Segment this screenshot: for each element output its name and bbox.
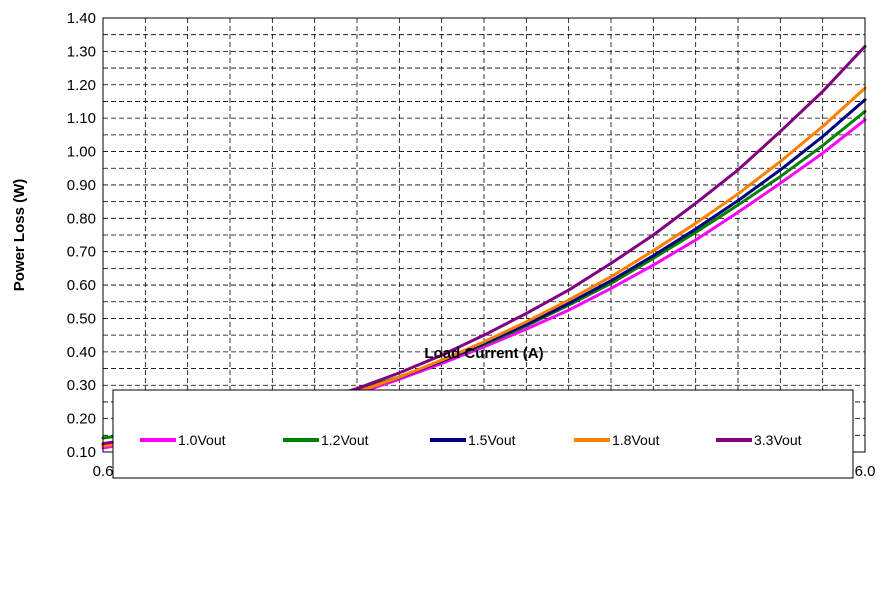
y-tick-label: 1.40: [67, 10, 96, 27]
x-tick-label: 0.6: [93, 463, 114, 480]
y-tick-label: 0.70: [67, 244, 96, 261]
legend-label: 3.3Vout: [754, 432, 802, 448]
y-tick-label: 0.20: [67, 411, 96, 428]
y-tick-label: 0.30: [67, 377, 96, 394]
legend-box: [112, 389, 854, 479]
legend: 1.0Vout 1.2Vout 1.5Vout 1.8Vout 3.3Vout: [140, 432, 802, 448]
y-tick-label: 0.40: [67, 344, 96, 361]
legend-label: 1.2Vout: [321, 432, 369, 448]
legend-item-3.3Vout: 3.3Vout: [716, 432, 802, 448]
y-tick-label: 0.60: [67, 277, 96, 294]
legend-label: 1.0Vout: [178, 432, 226, 448]
legend-item-1.8Vout: 1.8Vout: [574, 432, 660, 448]
grid-lines: [103, 18, 865, 452]
legend-item-1.0Vout: 1.0Vout: [140, 432, 226, 448]
y-tick-label: 0.80: [67, 210, 96, 227]
y-tick-label: 0.50: [67, 310, 96, 327]
y-tick-label: 0.90: [67, 177, 96, 194]
y-tick-label: 0.10: [67, 444, 96, 461]
x-tick-label: 6.0: [855, 463, 876, 480]
y-axis-title: Power Loss (W): [11, 179, 28, 292]
legend-item-1.5Vout: 1.5Vout: [430, 432, 516, 448]
y-tick-label: 1.10: [67, 110, 96, 127]
x-axis-title: Load Current (A): [424, 345, 543, 362]
y-tick-label: 1.20: [67, 77, 96, 94]
legend-label: 1.8Vout: [612, 432, 660, 448]
legend-label: 1.5Vout: [468, 432, 516, 448]
y-tick-label: 1.00: [67, 144, 96, 161]
y-tick-label: 1.30: [67, 43, 96, 60]
y-tick-labels: 0.10 0.20 0.30 0.40 0.50 0.60 0.70 0.80 0.90 1.00…: [67, 10, 96, 461]
legend-item-1.2Vout: 1.2Vout: [283, 432, 369, 448]
